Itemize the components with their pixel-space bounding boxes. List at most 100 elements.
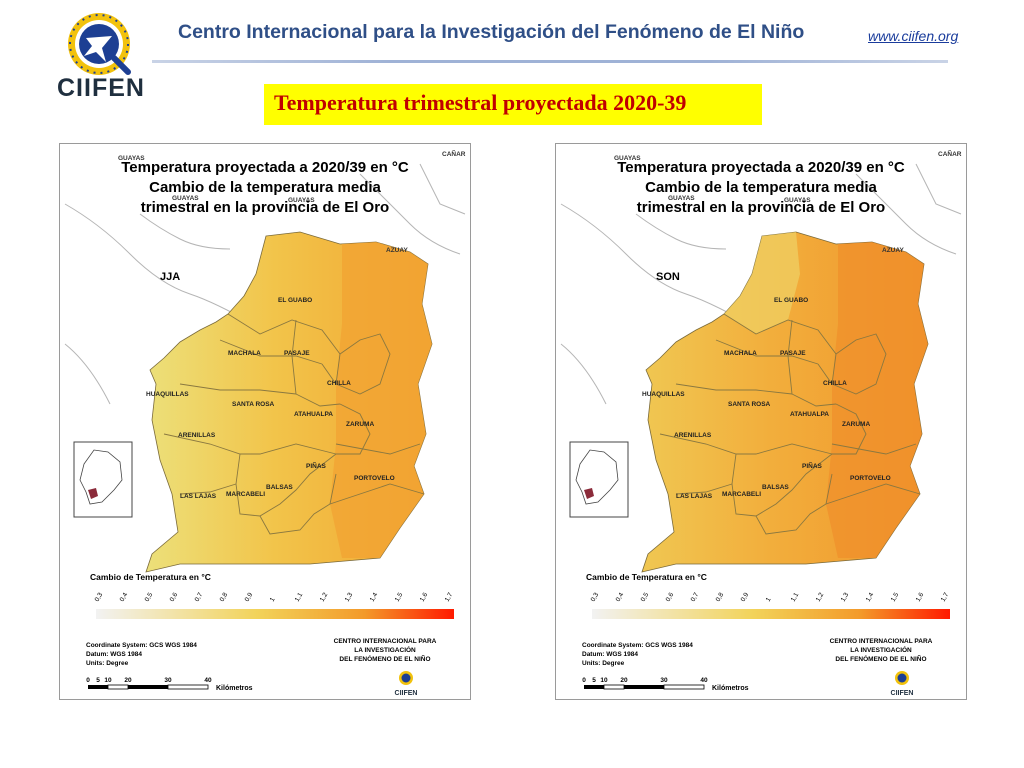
units-text: Units: Degree	[86, 660, 129, 667]
legend-tick: 1,4	[369, 591, 380, 603]
legend-tick: 0,5	[640, 591, 651, 603]
neighbor-label-guayas-1: GUAYAS	[118, 155, 145, 162]
scale-tick: 10	[104, 677, 112, 684]
canton-label-huaquillas: HUAQUILLAS	[642, 391, 685, 398]
legend-tick: 0,3	[94, 591, 105, 603]
legend-color-scale	[96, 609, 454, 619]
canton-label-portovelo: PORTOVELO	[354, 475, 395, 482]
map-figure: Temperatura proyectada a 2020/39 en °C C…	[560, 149, 962, 697]
scale-tick: 40	[700, 677, 708, 684]
legend-tick: 0,9	[244, 591, 255, 603]
canton-label-marcabeli: MARCABELI	[226, 491, 265, 498]
credit-line-3: DEL FENÓMENO DE EL NIÑO	[835, 654, 926, 663]
coordinate-system-text: Coordinate System: GCS WGS 1984	[582, 642, 693, 649]
canton-label-pasaje: PASAJE	[780, 350, 806, 357]
map-title-line-1: Temperatura proyectada a 2020/39 en °C	[617, 159, 905, 176]
season-label: SON	[656, 271, 680, 283]
canton-label-balsas: BALSAS	[762, 484, 789, 491]
credit-logo	[399, 671, 413, 685]
eastern-zone	[330, 242, 432, 558]
scale-tick: 20	[620, 677, 628, 684]
legend-tick: 1,5	[394, 591, 405, 603]
season-label: JJA	[160, 271, 180, 283]
legend-tick: 1,2	[319, 591, 330, 603]
legend-tick: 0,6	[169, 591, 180, 603]
legend-tick: 0,4	[119, 591, 130, 603]
canton-label-portovelo: PORTOVELO	[850, 475, 891, 482]
legend-title: Cambio de Temperatura en °C	[90, 572, 211, 582]
ecuador-inset-map	[569, 441, 629, 518]
credit-logo-text: CIIFEN	[395, 690, 418, 697]
canton-boundaries	[659, 313, 921, 535]
neighbor-label-guayas-1: GUAYAS	[614, 155, 641, 162]
neighbor-label-guayas-2: GUAYAS	[668, 195, 695, 202]
coordinate-system-text: Coordinate System: GCS WGS 1984	[86, 642, 197, 649]
map-title-line-1: Temperatura proyectada a 2020/39 en °C	[121, 159, 409, 176]
canton-label-chilla: CHILLA	[327, 380, 351, 387]
scale-unit: Kilómetros	[216, 685, 253, 692]
legend-tick: 1	[765, 596, 773, 603]
credit-line-1: CENTRO INTERNACIONAL PARA	[334, 638, 437, 645]
datum-text: Datum: WGS 1984	[582, 651, 638, 658]
legend-tick: 0,8	[715, 591, 726, 603]
scale-tick: 30	[164, 677, 172, 684]
legend-tick: 1,1	[294, 591, 305, 603]
credit-logo-text: CIIFEN	[891, 690, 914, 697]
scale-tick: 10	[600, 677, 608, 684]
map-title-line-3: trimestral en la provincia de El Oro	[637, 199, 885, 216]
neighbor-label-guayas-3: GUAYAS	[288, 197, 315, 204]
canton-label-santa-rosa: SANTA ROSA	[232, 401, 275, 408]
credit-logo	[895, 671, 909, 685]
canton-label-atahualpa: ATAHUALPA	[294, 411, 333, 418]
canton-label-santa-rosa: SANTA ROSA	[728, 401, 771, 408]
credit-line-2: LA INVESTIGACIÓN	[850, 645, 912, 654]
website-link[interactable]: www.ciifen.org	[868, 28, 959, 44]
canton-label-zaruma: ZARUMA	[346, 421, 374, 428]
canton-label-pinas: PIÑAS	[802, 461, 823, 470]
legend-tick: 0,4	[615, 591, 626, 603]
ecuador-inset-map	[73, 441, 133, 518]
canton-label-el-guabo: EL GUABO	[774, 297, 808, 304]
neighbor-label-canar: CAÑAR	[938, 149, 962, 158]
legend-ticks: 0,3 0,4 0,5 0,6 0,7 0,8 0,9 1 1,1 1,2 1,…	[590, 591, 951, 603]
legend-tick: 0,6	[665, 591, 676, 603]
legend-tick: 0,9	[740, 591, 751, 603]
canton-label-machala: MACHALA	[724, 350, 757, 357]
ciifen-logo	[68, 13, 131, 75]
legend-title: Cambio de Temperatura en °C	[586, 572, 707, 582]
scale-tick: 5	[96, 677, 100, 684]
datum-text: Datum: WGS 1984	[86, 651, 142, 658]
canton-label-huaquillas: HUAQUILLAS	[146, 391, 189, 398]
map-title-line-2: Cambio de la temperatura media	[149, 179, 381, 196]
credit-line-3: DEL FENÓMENO DE EL NIÑO	[339, 654, 430, 663]
legend-tick: 1,7	[444, 591, 455, 603]
legend-tick: 1,2	[815, 591, 826, 603]
legend-color-scale	[592, 609, 950, 619]
scale-bar	[88, 684, 209, 690]
slide-title: Temperatura trimestral proyectada 2020-3…	[274, 90, 687, 115]
legend-tick: 0,7	[194, 591, 205, 603]
legend-tick: 0,5	[144, 591, 155, 603]
legend-tick: 1,5	[890, 591, 901, 603]
canton-label-chilla: CHILLA	[823, 380, 847, 387]
canton-label-el-guabo: EL GUABO	[278, 297, 312, 304]
western-light-zone	[724, 232, 800, 334]
legend-tick: 1,3	[344, 591, 355, 603]
canton-label-atahualpa: ATAHUALPA	[790, 411, 829, 418]
scale-tick: 5	[592, 677, 596, 684]
scale-tick: 0	[582, 677, 586, 684]
title-highlight	[264, 84, 762, 125]
legend-tick: 1,6	[419, 591, 430, 603]
legend-tick: 1,7	[940, 591, 951, 603]
canton-label-pasaje: PASAJE	[284, 350, 310, 357]
scale-tick: 0	[86, 677, 90, 684]
legend-tick: 1	[269, 596, 277, 603]
legend-tick: 0,8	[219, 591, 230, 603]
scale-bar	[584, 684, 705, 690]
canton-label-las-lajas: LAS LAJAS	[676, 493, 713, 500]
neighbor-label-azuay: AZUAY	[882, 247, 904, 254]
legend-tick: 1,4	[865, 591, 876, 603]
neighbor-label-canar: CAÑAR	[442, 149, 466, 158]
legend-tick: 1,6	[915, 591, 926, 603]
canton-label-las-lajas: LAS LAJAS	[180, 493, 217, 500]
